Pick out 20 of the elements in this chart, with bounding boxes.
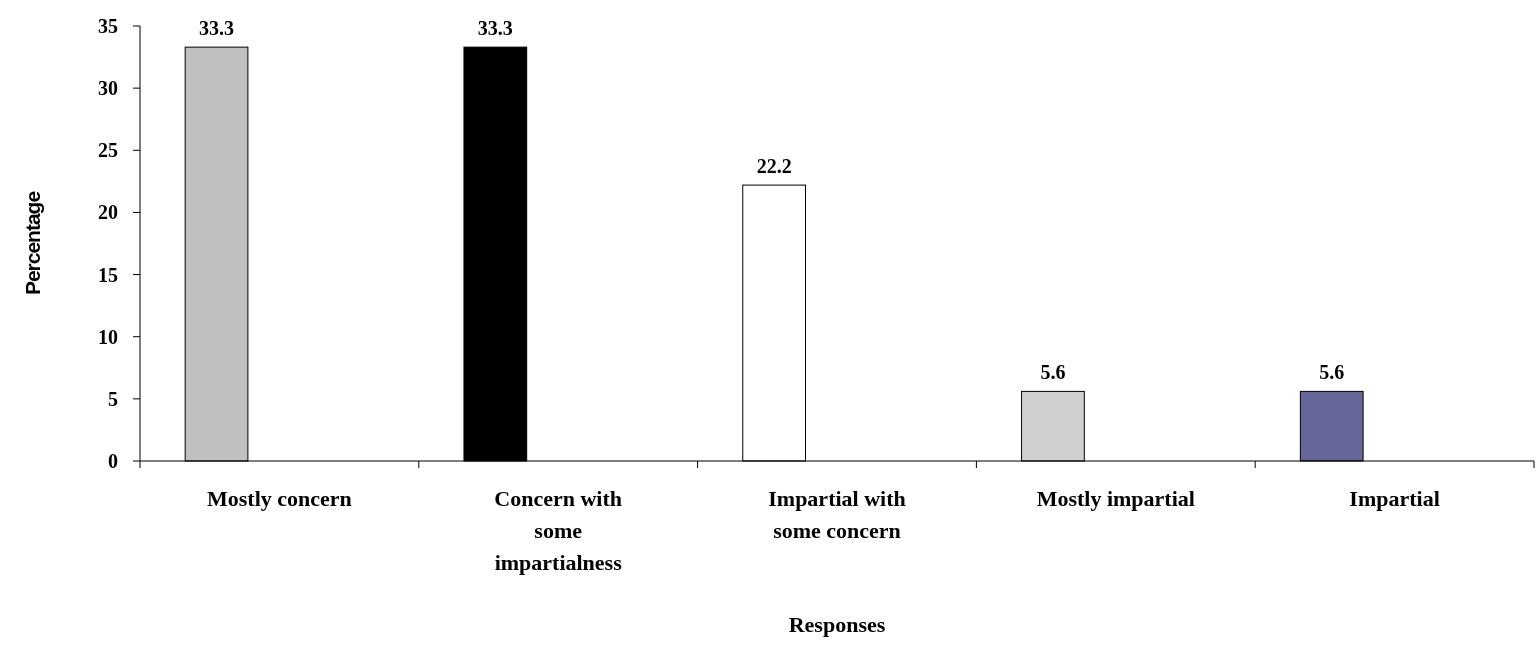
data-label: 33.3 (199, 17, 235, 40)
x-axis-title: Responses (788, 612, 886, 637)
data-label: 33.3 (477, 17, 513, 40)
y-tick-label: 15 (98, 263, 118, 286)
data-label: 5.6 (1040, 361, 1066, 384)
x-tick-label: Mostly concern (207, 486, 352, 511)
x-tick-label: Impartial with some concern (768, 486, 906, 543)
y-axis-title: Percentage (21, 191, 44, 296)
y-tick-label: 0 (108, 450, 118, 472)
y-tick-label: 10 (98, 325, 118, 348)
y-tick-label: 25 (98, 139, 118, 162)
data-label: 5.6 (1319, 361, 1345, 384)
x-tick-label: Mostly impartial (1036, 486, 1195, 511)
data-label: 22.2 (756, 155, 792, 178)
x-tick-label: Impartial (1349, 486, 1440, 511)
y-tick-label: 35 (98, 15, 118, 37)
x-tick-label: Concern with some impartialness (494, 486, 623, 575)
y-tick-label: 30 (98, 77, 118, 100)
y-tick-label: 20 (98, 201, 118, 224)
y-tick-label: 5 (108, 387, 118, 410)
